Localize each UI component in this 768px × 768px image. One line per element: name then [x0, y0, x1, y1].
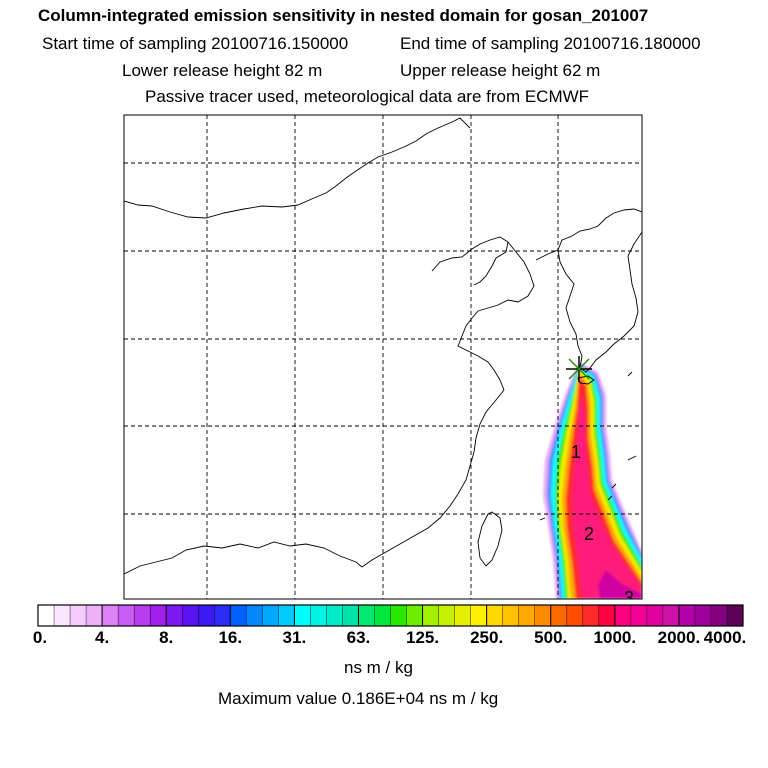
colorbar-cell [214, 604, 231, 627]
colorbar-cell [598, 604, 616, 627]
colorbar-cell [710, 604, 728, 627]
colorbar-cell [518, 604, 536, 627]
colorbar-cell [438, 604, 456, 627]
colorbar-cell [550, 604, 568, 627]
colorbar-tick-label: 4000. [703, 628, 747, 647]
colorbar-cell [198, 604, 215, 627]
contour-label-2: 2 [584, 524, 594, 544]
sensitivity-plume [543, 362, 642, 599]
plot-title: Column-integrated emission sensitivity i… [38, 6, 649, 25]
colorbar-tick-label: 500. [534, 628, 568, 647]
colorbar-cell [470, 604, 488, 627]
colorbar-cell [278, 604, 295, 627]
colorbar-cell [374, 604, 392, 627]
end-time-label: End time of sampling 20100716.180000 [400, 34, 701, 53]
colorbar-tick-label: 0. [32, 628, 48, 647]
contour-label-3: 3 [624, 588, 634, 608]
colorbar-cell [726, 604, 744, 627]
colorbar-cell [662, 604, 680, 627]
border-south [124, 541, 363, 575]
colorbar-cell [694, 604, 712, 627]
colorbar-tick-label: 8. [159, 628, 174, 647]
coast-korea-east [589, 231, 642, 369]
border-north [124, 117, 471, 219]
colorbar-cell [53, 604, 71, 627]
colorbar-cell [133, 604, 151, 627]
colorbar-cell [566, 604, 584, 627]
colorbar-units: ns m / kg [344, 658, 413, 677]
colorbar-cell [246, 604, 263, 627]
colorbar-tick-label: 1000. [593, 628, 637, 647]
coast-liaodong [477, 241, 535, 312]
colorbar-cell [101, 604, 119, 627]
colorbar-cell [294, 604, 311, 627]
taiwan-island [477, 511, 503, 567]
ryukyu-islands [539, 371, 637, 521]
colorbar-cell [117, 604, 135, 627]
colorbar-cell [37, 604, 55, 627]
colorbar-tick-label: 4. [94, 628, 110, 647]
graticule [124, 115, 642, 599]
colorbar-tick-label: 63. [346, 628, 371, 647]
colorbar-frame [37, 604, 744, 627]
plume-band-purple [598, 570, 642, 599]
colorbar-cell [342, 604, 359, 627]
max-value-label: Maximum value 0.186E+04 ns m / kg [218, 689, 499, 708]
colorbar-cell [358, 604, 375, 627]
colorbar-tick-label: 250. [470, 628, 504, 647]
colorbar-cell [486, 604, 504, 627]
colorbar-cell [230, 604, 247, 627]
start-time-label: Start time of sampling 20100716.150000 [42, 34, 349, 53]
tracer-note: Passive tracer used, meteorological data… [145, 87, 590, 106]
colorbar-cell [454, 604, 472, 627]
upper-height-label: Upper release height 62 m [400, 61, 601, 80]
colorbar-cell [181, 604, 199, 627]
colorbar-cell [534, 604, 552, 627]
colorbar-tick-label: 125. [405, 628, 440, 647]
coastlines [124, 117, 642, 575]
colorbar-cell [502, 604, 520, 627]
star-icon [566, 356, 592, 382]
colorbar-cell [614, 604, 632, 627]
lower-height-label: Lower release height 82 m [122, 61, 323, 80]
colorbar-cell [149, 604, 167, 627]
colorbar-cell [69, 604, 87, 627]
contour-label-1: 1 [571, 442, 581, 462]
colorbar-cell [678, 604, 696, 627]
colorbar-cell [390, 604, 408, 627]
plume-band-magenta [572, 392, 642, 599]
colorbar-tick-label: 31. [282, 628, 307, 647]
colorbar-tick-label: 16. [218, 628, 243, 647]
colorbar-cell [422, 604, 440, 627]
colorbar-cell [406, 604, 424, 627]
coast-shandong [457, 310, 505, 391]
colorbar-tick-label: 2000. [657, 628, 701, 647]
colorbar-cell [165, 604, 183, 627]
colorbar-cell [582, 604, 600, 627]
coast-east-china [361, 389, 505, 568]
colorbar [37, 604, 744, 627]
colorbar-cell [646, 604, 664, 627]
coast-bohai [431, 236, 509, 286]
colorbar-cell [85, 604, 103, 627]
colorbar-cell [630, 604, 648, 627]
colorbar-cell [262, 604, 279, 627]
map-frame [123, 114, 643, 600]
colorbar-cell [326, 604, 343, 627]
coast-korea-west [557, 249, 583, 369]
colorbar-cell [310, 604, 327, 627]
